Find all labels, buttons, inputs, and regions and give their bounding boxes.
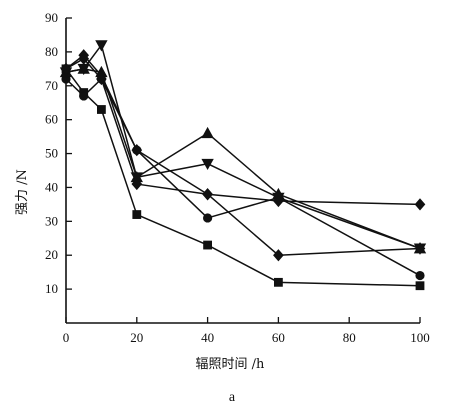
series-line	[65, 44, 421, 250]
y-tick-label: 40	[45, 179, 58, 194]
data-point-marker	[202, 188, 213, 201]
x-tick-label: 40	[201, 330, 214, 345]
data-point-marker	[130, 172, 143, 184]
data-point-marker	[60, 62, 72, 75]
data-point-marker	[97, 105, 106, 114]
data-point-marker	[273, 277, 283, 287]
y-tick-label: 20	[45, 247, 58, 262]
data-point-marker	[201, 126, 214, 139]
y-tick-label: 80	[45, 44, 58, 59]
x-axis-title: 辐照时间 /h	[196, 357, 266, 372]
data-point-marker	[132, 210, 142, 219]
data-point-marker	[415, 281, 425, 291]
data-point-marker	[414, 242, 426, 255]
data-point-marker	[95, 40, 108, 52]
x-tick-label: 80	[343, 330, 356, 345]
series-line	[65, 68, 421, 287]
data-point-marker	[203, 240, 213, 250]
series-line	[65, 68, 421, 250]
x-tick-label: 60	[272, 330, 285, 345]
markers-layer	[59, 40, 427, 291]
data-point-marker	[131, 177, 143, 191]
y-tick-label: 90	[45, 10, 58, 25]
y-tick-label: 70	[45, 78, 58, 93]
series-line	[65, 57, 421, 256]
x-tick-label: 100	[410, 330, 430, 345]
data-point-marker	[273, 249, 284, 262]
data-point-marker	[131, 144, 143, 157]
data-point-marker	[273, 194, 284, 208]
data-point-marker	[415, 270, 425, 281]
series-layer	[65, 44, 421, 287]
data-point-marker	[203, 213, 213, 223]
data-point-marker	[201, 158, 214, 171]
x-tick-label: 0	[63, 330, 70, 345]
panel-label: a	[229, 390, 236, 405]
data-point-marker	[414, 198, 426, 211]
x-tick-label: 20	[130, 330, 143, 345]
data-point-marker	[79, 91, 89, 101]
data-point-marker	[96, 72, 107, 86]
y-tick-label: 50	[45, 146, 58, 161]
y-tick-label: 30	[45, 213, 58, 228]
data-point-marker	[78, 52, 90, 65]
y-axis-title: 强力 /N	[15, 169, 30, 215]
axes: 0 20 40 60 80 100 10 20 30 40 50 60 70 80 90	[45, 10, 430, 345]
y-tick-label: 60	[45, 112, 58, 127]
y-tick-label: 10	[45, 281, 58, 296]
